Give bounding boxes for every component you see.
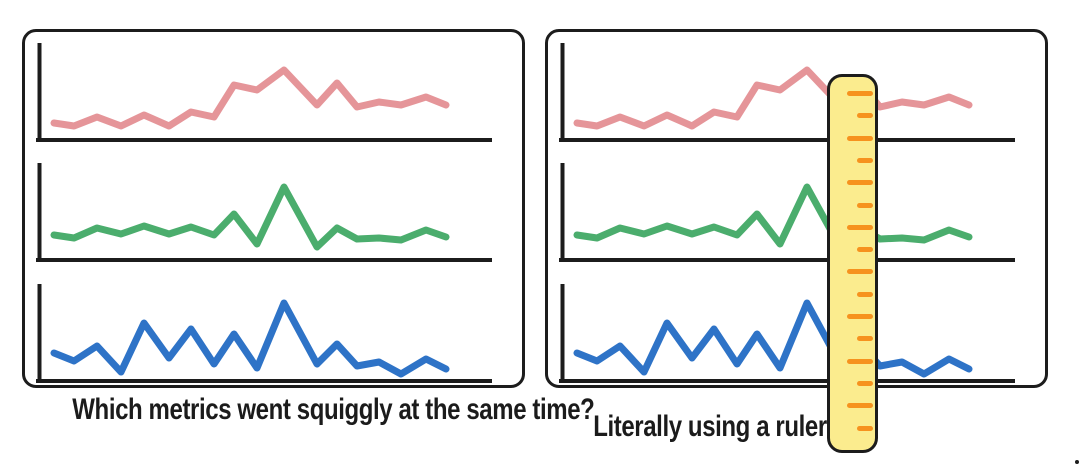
ruler-tick [857, 202, 873, 208]
ruler-tick [857, 336, 873, 342]
green-metric-line [50, 183, 450, 251]
blue-metric-chart [559, 284, 1015, 383]
ruler-tick [857, 291, 873, 297]
blue-metric-chart [36, 284, 492, 383]
ruler-tick [847, 403, 873, 409]
left-panel-caption: Which metrics went squiggly at the same … [72, 393, 595, 426]
pink-metric-line [573, 66, 973, 130]
ruler-tick [857, 113, 873, 119]
ruler-tick [847, 91, 873, 96]
ruler-tick [857, 425, 873, 431]
ruler-tick [857, 247, 873, 253]
ruler-tick [847, 269, 873, 275]
blue-metric-line [573, 299, 973, 378]
ruler-tick [857, 157, 873, 163]
ruler-tick [847, 314, 873, 319]
ruler-tick [847, 180, 873, 186]
green-metric-line [573, 183, 973, 251]
pink-metric-chart [559, 43, 1015, 142]
left-chart-panel [22, 29, 525, 388]
blue-metric-line [50, 299, 450, 378]
ruler-tick [847, 135, 873, 141]
pink-metric-chart [36, 43, 492, 142]
ruler-tick [857, 380, 873, 386]
stray-dot [1075, 460, 1079, 464]
ruler-tick [847, 358, 873, 364]
green-metric-chart [36, 163, 492, 262]
right-chart-panel [545, 29, 1048, 388]
pink-metric-line [50, 66, 450, 130]
ruler-tick [847, 224, 873, 230]
right-panel-caption: Literally using a ruler [593, 410, 827, 443]
ruler [827, 74, 878, 453]
green-metric-chart [559, 163, 1015, 262]
